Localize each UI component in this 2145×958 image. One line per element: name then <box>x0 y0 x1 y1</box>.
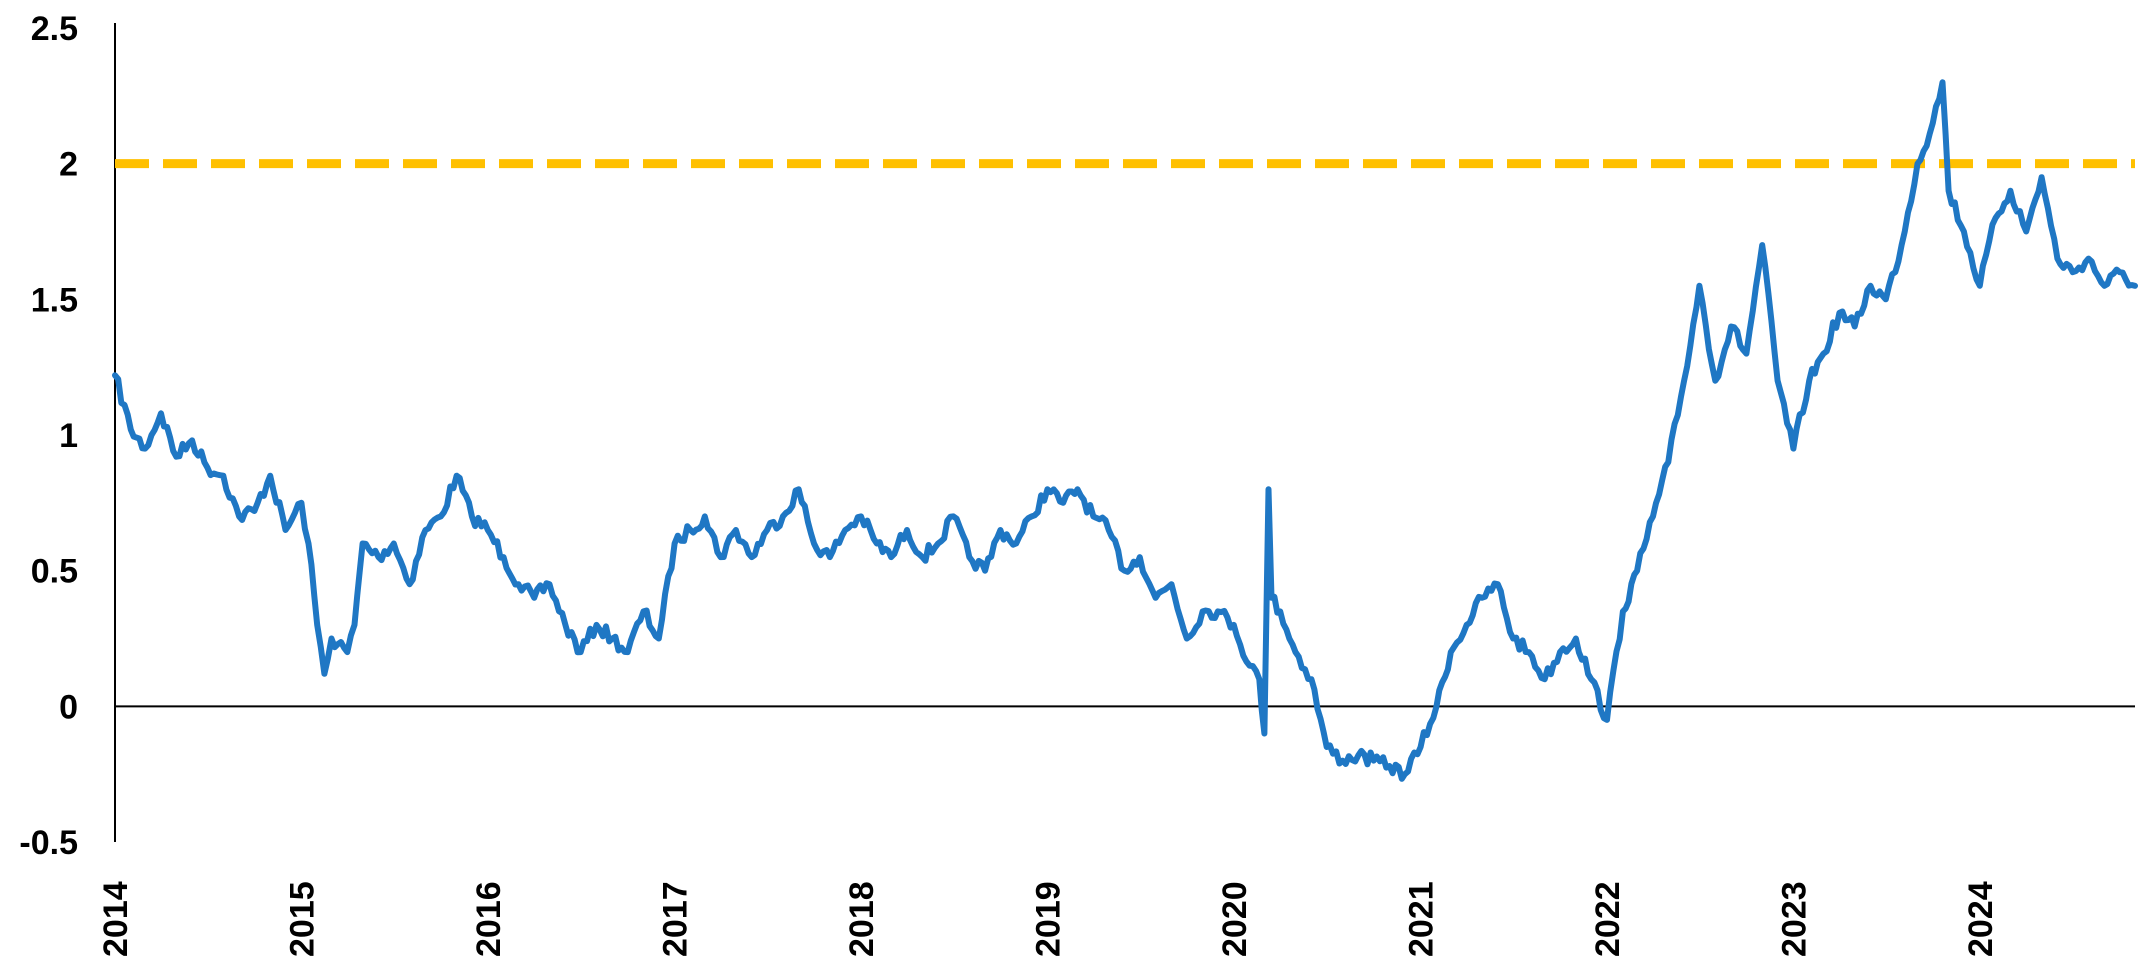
y-tick-label: 2 <box>59 146 78 184</box>
series-group <box>112 79 2138 782</box>
x-tick-label: 2020 <box>1216 881 1254 957</box>
y-tick-label: -0.5 <box>19 824 78 862</box>
x-tick-label: 2023 <box>1775 881 1813 957</box>
x-tick-label: 2016 <box>470 881 508 957</box>
y-tick-label: 0.5 <box>31 553 78 591</box>
x-tick-label: 2022 <box>1589 881 1627 957</box>
x-tick-label: 2019 <box>1029 881 1067 957</box>
y-tick-label: 0 <box>59 688 78 726</box>
y-tick-label: 2.5 <box>31 10 78 48</box>
x-tick-label: 2021 <box>1403 881 1441 957</box>
x-tick-label: 2018 <box>843 881 881 957</box>
y-axis: -0.5 0 0.5 1 1.5 2 2.5 <box>19 10 116 862</box>
series-line-0 <box>112 79 2138 782</box>
x-tick-label: 2024 <box>1962 881 2000 957</box>
x-axis: 2014 2015 2016 2017 2018 2019 2020 2021 2022 2023… <box>97 705 2135 957</box>
x-tick-label: 2015 <box>283 881 321 957</box>
y-tick-label: 1.5 <box>31 281 78 319</box>
x-tick-label: 2017 <box>657 881 695 957</box>
x-tick-label: 2014 <box>97 881 135 957</box>
y-tick-label: 1 <box>59 417 78 455</box>
